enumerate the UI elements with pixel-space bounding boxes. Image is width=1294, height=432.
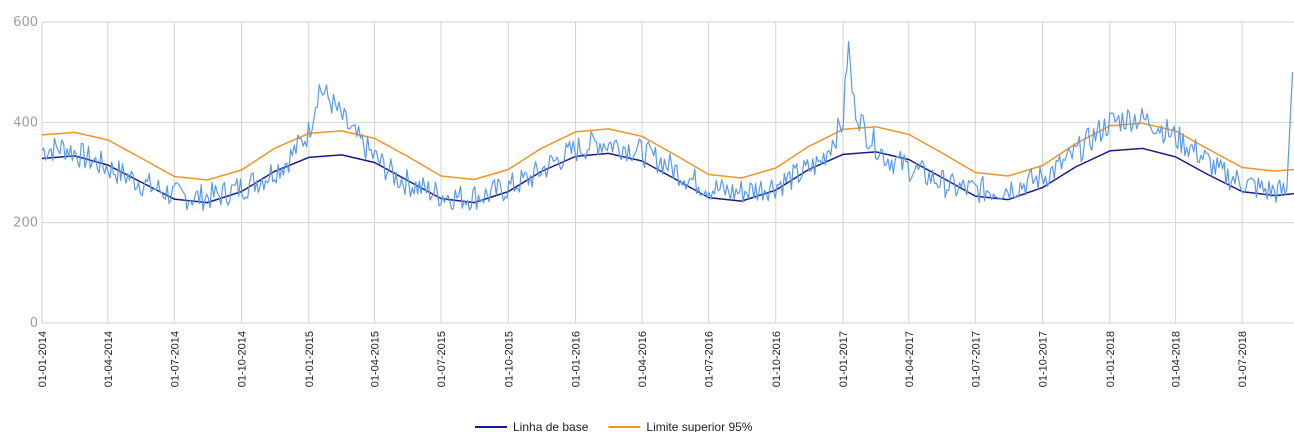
x-tick-label: 01-04-2017 — [904, 331, 916, 387]
legend: Linha de base Limite superior 95% — [475, 420, 753, 432]
y-tick-label: 0 — [30, 316, 38, 331]
x-tick-label: 01-01-2016 — [571, 331, 583, 387]
x-tick-label: 01-04-2015 — [370, 331, 382, 387]
x-axis-ticks: 01-01-2014 01-04-2014 01-07-2014 01-10-2014… — [37, 331, 1249, 387]
series-line-upper — [41, 122, 1294, 181]
y-tick-label: 600 — [13, 15, 38, 30]
y-tick-label: 400 — [13, 115, 38, 130]
x-tick-label: 01-07-2015 — [436, 331, 448, 387]
x-tick-label: 01-10-2014 — [237, 331, 249, 387]
x-tick-label: 01-10-2017 — [1038, 331, 1050, 387]
y-tick-label: 200 — [13, 216, 38, 231]
legend-label-upper: Limite superior 95% — [646, 420, 752, 432]
grid — [41, 21, 1294, 324]
y-axis-ticks: 0 200 400 600 — [13, 15, 38, 331]
x-tick-label: 01-01-2014 — [37, 331, 49, 387]
x-tick-label: 01-07-2017 — [970, 331, 982, 387]
x-tick-label: 01-01-2018 — [1105, 331, 1117, 387]
x-tick-label: 01-01-2017 — [838, 331, 850, 387]
x-tick-label: 01-10-2015 — [503, 331, 515, 387]
legend-label-baseline: Linha de base — [513, 420, 589, 432]
x-tick-label: 01-01-2015 — [304, 331, 316, 387]
series-line-observed — [41, 41, 1294, 212]
x-tick-label: 01-10-2016 — [771, 331, 783, 387]
x-tick-label: 01-07-2016 — [704, 331, 716, 387]
x-tick-label: 01-04-2014 — [103, 331, 115, 387]
series-lines — [41, 41, 1294, 212]
x-tick-label: 01-07-2018 — [1237, 331, 1249, 387]
x-tick-label: 01-04-2016 — [637, 331, 649, 387]
x-tick-label: 01-07-2014 — [169, 331, 181, 387]
series-line-baseline — [41, 147, 1294, 204]
x-tick-label: 01-04-2018 — [1171, 331, 1183, 387]
